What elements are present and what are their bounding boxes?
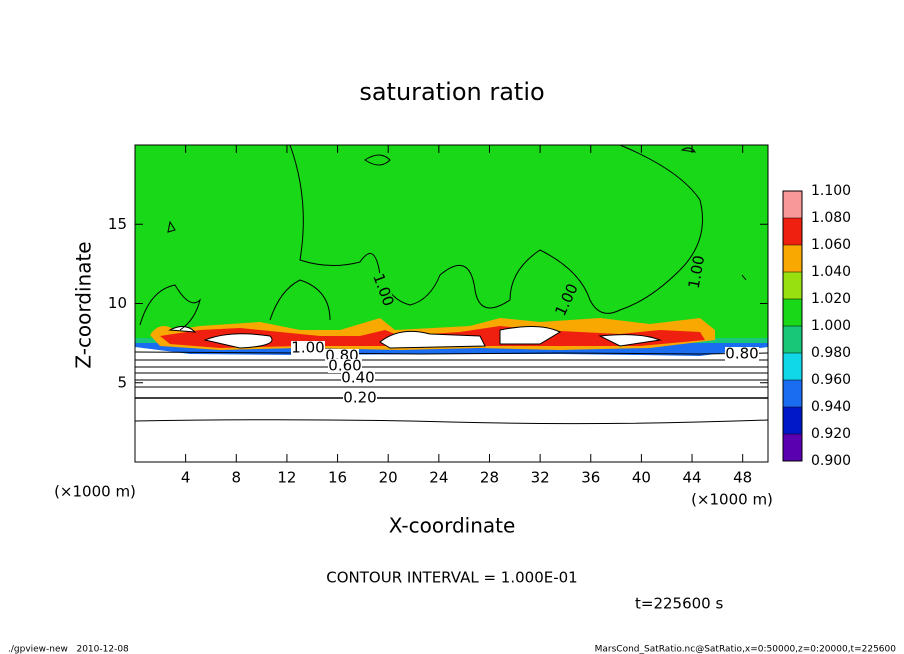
colorbar-label: 1.060 — [811, 237, 851, 253]
footer-right: MarsCond_SatRatio.nc@SatRatio,x=0:50000,… — [595, 645, 897, 654]
contour-interval: CONTOUR INTERVAL = 1.000E-01 — [326, 569, 577, 587]
contour-lines — [134, 144, 769, 425]
colorbar-segment — [783, 326, 802, 353]
contour-label-group: 0.60 — [328, 357, 362, 375]
x-tick-label: 32 — [531, 469, 550, 487]
colorbar-segment — [783, 299, 802, 326]
footer-left: ./gpview-new 2010-12-08 — [8, 645, 129, 654]
chart-title: saturation ratio — [359, 78, 544, 106]
contour-label-bg — [291, 341, 325, 355]
x-tick-label: 24 — [429, 469, 448, 487]
contour-label: 0.20 — [343, 389, 376, 407]
colorbar-segment — [783, 245, 802, 272]
x-tick-label: 20 — [379, 469, 398, 487]
x-tick-label: 28 — [480, 469, 499, 487]
colorbar-label: 0.900 — [811, 453, 851, 469]
contour-label-group: 1.00 — [685, 254, 709, 290]
x-axis-title: X-coordinate — [389, 514, 516, 538]
contour-label-bg — [553, 281, 581, 319]
colorbar-label: 1.000 — [811, 318, 851, 334]
contour-label-bg — [687, 254, 707, 290]
colorbar-label: 1.080 — [811, 210, 851, 226]
x-tick-label: 36 — [581, 469, 600, 487]
saturated-region — [135, 145, 768, 340]
colorbar-segment — [783, 434, 802, 461]
contour-label-bg — [341, 371, 375, 385]
colorbar-label: 0.940 — [811, 399, 851, 415]
contour-label-group: 0.20 — [343, 389, 377, 407]
colorbar-label: 0.920 — [811, 426, 851, 442]
time-label: t=225600 s — [635, 595, 723, 613]
y-axis-title: Z-coordinate — [72, 241, 96, 368]
contour-label: 0.80 — [725, 345, 758, 363]
y-tick-label: 5 — [117, 373, 127, 391]
subsaturated-pockets — [168, 326, 662, 349]
contour-label: 1.00 — [291, 339, 324, 357]
colorbar-label: 1.040 — [811, 264, 851, 280]
contour-label-bg — [725, 347, 759, 361]
contour-label-bg — [343, 391, 377, 405]
contour-label-group: 0.80 — [725, 345, 759, 363]
y-tick-label: 10 — [108, 294, 127, 312]
contour-label: 0.40 — [341, 369, 374, 387]
x-tick-label: 48 — [733, 469, 752, 487]
colorbar-label: 0.980 — [811, 345, 851, 361]
contour-label: 0.60 — [328, 357, 361, 375]
y-unit: (×1000 m) — [54, 483, 136, 501]
x-tick-label: 40 — [632, 469, 651, 487]
contour-label-bg — [328, 359, 362, 373]
x-tick-label: 4 — [181, 469, 191, 487]
colorbar-label: 1.100 — [811, 183, 851, 199]
x-tick-label: 16 — [328, 469, 347, 487]
colorbar-segment — [783, 191, 802, 218]
x-tick-label: 8 — [232, 469, 242, 487]
contour-label: 1.00 — [685, 254, 709, 290]
colorbar-segment — [783, 380, 802, 407]
x-tick-label: 12 — [277, 469, 296, 487]
contour-label-group: 0.40 — [341, 369, 375, 387]
y-tick-label: 15 — [108, 215, 127, 233]
contour-label-group: 1.00 — [291, 339, 325, 357]
contour-field — [134, 144, 769, 463]
colorbar-segment — [783, 218, 802, 245]
x-tick-label: 44 — [682, 469, 701, 487]
contour-label-bg — [370, 271, 396, 309]
colorbar-segment — [783, 407, 802, 434]
colorbar-segment — [783, 272, 802, 299]
colorbar-label: 1.020 — [811, 291, 851, 307]
x-unit: (×1000 m) — [691, 491, 773, 509]
colorbar-label: 0.960 — [811, 372, 851, 388]
colorbar-segment — [783, 353, 802, 380]
